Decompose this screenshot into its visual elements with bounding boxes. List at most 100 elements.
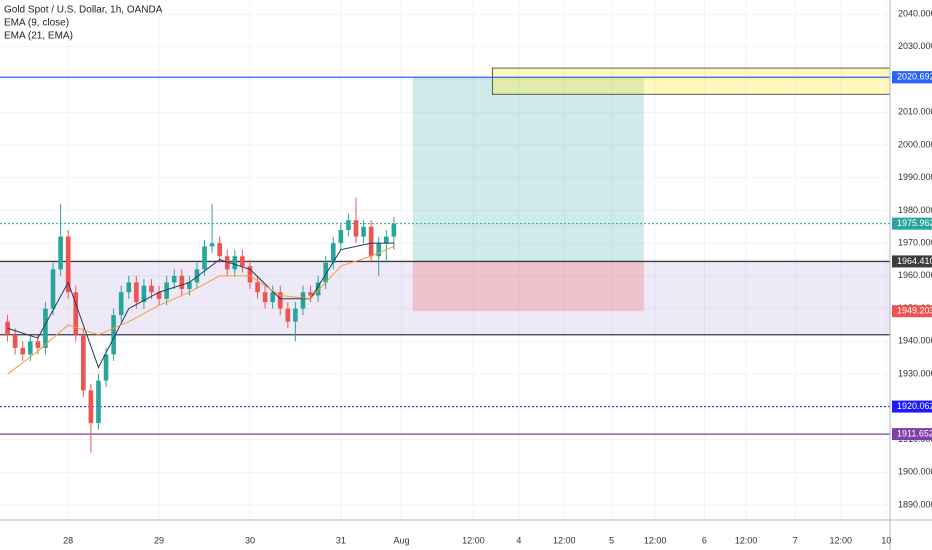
y-tick-label: 1960.000 xyxy=(898,270,932,280)
candle-body xyxy=(368,226,374,257)
candle-body xyxy=(323,262,329,283)
x-tick-label: 4 xyxy=(516,535,521,545)
x-tick-label: 29 xyxy=(154,535,164,545)
x-tick-label: 12:00 xyxy=(830,535,853,545)
x-tick-label: 5 xyxy=(609,535,614,545)
price-tag-label: 1920.062 xyxy=(897,401,932,411)
indicator-label: EMA (9, close) xyxy=(4,18,69,29)
candle-body xyxy=(156,292,162,299)
candle-body xyxy=(217,243,222,257)
candle-body xyxy=(391,223,397,237)
candle-body xyxy=(315,282,321,296)
candle-body xyxy=(277,292,283,309)
x-tick-label: 12:00 xyxy=(462,535,485,545)
candle-body xyxy=(338,230,344,244)
price-tag-label: 2020.692 xyxy=(897,72,932,82)
x-tick-label: Aug xyxy=(393,535,409,545)
zone xyxy=(491,67,891,95)
candle-body xyxy=(240,256,245,267)
candle-body xyxy=(43,308,48,348)
y-tick-label: 1930.000 xyxy=(898,368,932,378)
zone xyxy=(412,261,644,312)
candle-body xyxy=(270,292,275,303)
y-tick-label: 1900.000 xyxy=(898,467,932,477)
x-tick-label: 12:00 xyxy=(644,535,667,545)
y-tick-label: 1970.000 xyxy=(898,238,932,248)
x-tick-label: 30 xyxy=(245,535,255,545)
candle-body xyxy=(65,236,71,293)
candle-body xyxy=(346,220,351,231)
candle-body xyxy=(361,226,366,237)
candle-body xyxy=(27,341,33,355)
candle-body xyxy=(187,282,192,289)
x-tick-label: 10 xyxy=(881,535,891,545)
candle-body xyxy=(308,292,313,296)
y-tick-label: 2030.000 xyxy=(898,41,932,51)
candle-body xyxy=(262,292,268,303)
price-tag xyxy=(892,428,932,441)
y-tick-label: 2040.000 xyxy=(898,8,932,18)
x-tick-label: 7 xyxy=(793,535,798,545)
y-tick-label: 2000.000 xyxy=(898,139,932,149)
candle-body xyxy=(88,390,94,424)
x-tick-label: 28 xyxy=(63,535,73,545)
candle-body xyxy=(134,282,139,303)
candle-body xyxy=(383,236,389,244)
indicator-label: EMA (21, EMA) xyxy=(4,31,73,42)
y-tick-label: 1940.000 xyxy=(898,336,932,346)
candle-body xyxy=(12,334,18,348)
candle-body xyxy=(50,269,56,309)
price-tag xyxy=(892,255,932,268)
candle-body xyxy=(73,292,79,335)
candle-body xyxy=(149,285,154,293)
candle-body xyxy=(293,308,298,322)
candle-body xyxy=(126,282,132,293)
candle-body xyxy=(285,308,291,322)
plot-area xyxy=(0,0,891,520)
candle-body xyxy=(20,347,26,355)
candle-body xyxy=(194,269,200,283)
y-tick-label: 1980.000 xyxy=(898,205,932,215)
price-tag-label: 1911.652 xyxy=(897,428,932,438)
candle-body xyxy=(103,354,109,381)
price-tag-label: 1949.203 xyxy=(897,306,932,316)
y-tick-label: 1990.000 xyxy=(898,172,932,182)
candle-body xyxy=(81,334,86,391)
candle-body xyxy=(255,282,260,293)
candle-body xyxy=(300,292,306,309)
x-tick-label: 31 xyxy=(336,535,346,545)
candle-body xyxy=(35,341,41,348)
price-tag xyxy=(892,305,932,318)
candle-body xyxy=(232,256,238,270)
y-tick-label: 1890.000 xyxy=(898,499,932,509)
candle-body xyxy=(353,220,359,237)
candle-body xyxy=(209,243,215,247)
candle-body xyxy=(96,380,101,424)
y-tick-label: 2010.000 xyxy=(898,107,932,117)
candle-body xyxy=(111,315,116,355)
candle-body xyxy=(5,321,10,335)
price-tag xyxy=(892,71,932,84)
candle-body xyxy=(330,243,336,263)
price-tag-label: 1964.410 xyxy=(897,256,932,266)
candle-body xyxy=(118,292,124,316)
candle-body xyxy=(171,275,177,283)
price-tag xyxy=(892,400,932,413)
candle-body xyxy=(179,275,185,289)
ema-line xyxy=(7,242,394,369)
price-tag xyxy=(892,217,932,230)
zone xyxy=(412,77,644,262)
x-tick-label: 12:00 xyxy=(553,535,576,545)
price-tag-label: 1975.962 xyxy=(897,218,932,228)
x-tick-label: 12:00 xyxy=(735,535,758,545)
x-tick-label: 6 xyxy=(702,535,707,545)
candle-body xyxy=(141,285,147,303)
candle-body xyxy=(224,256,230,270)
candle-body xyxy=(58,236,63,270)
ema-line xyxy=(7,245,395,375)
chart-title: Gold Spot / U.S. Dollar, 1h, OANDA xyxy=(4,5,163,16)
candle-body xyxy=(247,266,253,283)
candle-body xyxy=(376,243,382,257)
